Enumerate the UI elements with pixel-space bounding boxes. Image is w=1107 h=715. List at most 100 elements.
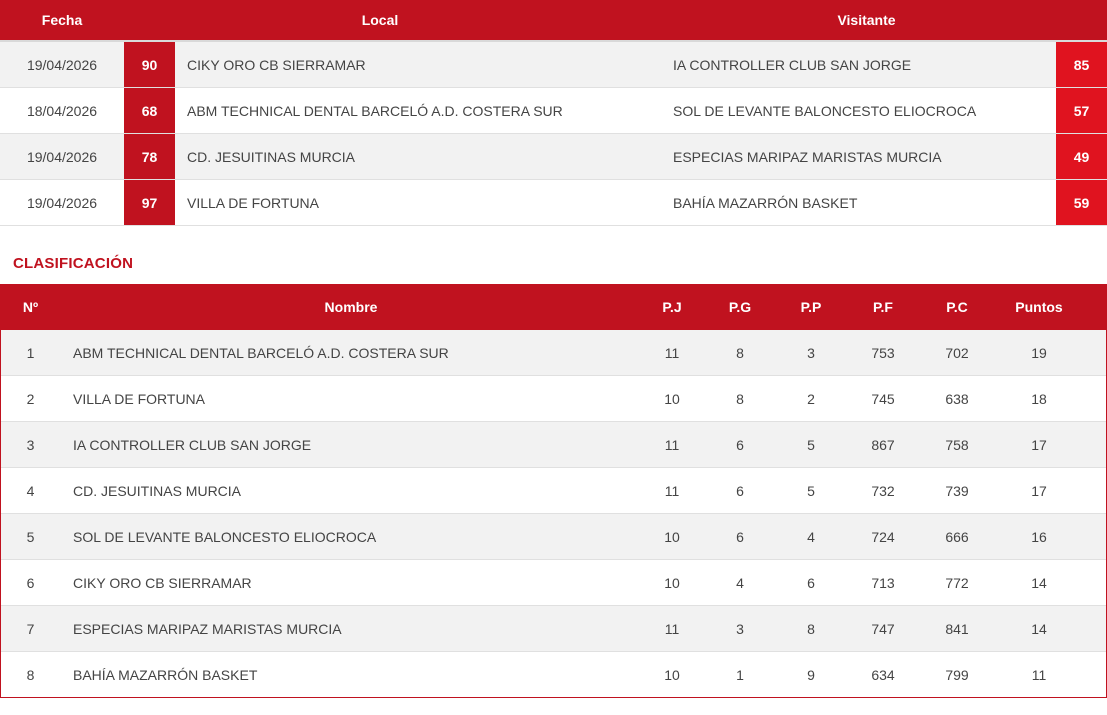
standings-body: 1 ABM TECHNICAL DENTAL BARCELÓ A.D. COST… xyxy=(1,330,1106,697)
header-pp: P.P xyxy=(800,299,822,315)
lost: 3 xyxy=(807,344,815,361)
results-body: 19/04/2026 90 CIKY ORO CB SIERRAMAR IA C… xyxy=(0,42,1107,226)
match-date: 19/04/2026 xyxy=(26,194,98,211)
visit-team[interactable]: BAHÍA MAZARRÓN BASKET xyxy=(673,194,858,211)
header-local: Local xyxy=(361,12,399,28)
position: 1 xyxy=(26,344,35,361)
lost: 9 xyxy=(807,666,815,683)
won: 3 xyxy=(736,620,744,637)
visit-score: 49 xyxy=(1056,134,1107,179)
team-name[interactable]: ESPECIAS MARIPAZ MARISTAS MURCIA xyxy=(73,620,342,637)
points: 17 xyxy=(1031,436,1047,453)
points: 16 xyxy=(1031,528,1047,545)
team-name[interactable]: BAHÍA MAZARRÓN BASKET xyxy=(73,666,258,683)
won: 6 xyxy=(736,482,744,499)
played: 10 xyxy=(664,528,680,545)
visit-team[interactable]: ESPECIAS MARIPAZ MARISTAS MURCIA xyxy=(673,148,942,165)
points-against: 702 xyxy=(945,344,969,361)
played: 10 xyxy=(664,390,680,407)
team-name[interactable]: VILLA DE FORTUNA xyxy=(73,390,206,407)
team-name[interactable]: CD. JESUITINAS MURCIA xyxy=(73,482,242,499)
standings-table: Nº Nombre P.J P.G P.P P.F P.C Puntos 1 A… xyxy=(0,284,1107,698)
played: 11 xyxy=(664,482,680,499)
points-for: 745 xyxy=(871,390,895,407)
standings-row: 3 IA CONTROLLER CLUB SAN JORGE 11 6 5 86… xyxy=(1,422,1106,468)
local-team[interactable]: CD. JESUITINAS MURCIA xyxy=(187,148,356,165)
points-against: 739 xyxy=(945,482,969,499)
position: 3 xyxy=(26,436,35,453)
team-name[interactable]: CIKY ORO CB SIERRAMAR xyxy=(73,574,252,591)
won: 6 xyxy=(736,436,744,453)
standings-row: 4 CD. JESUITINAS MURCIA 11 6 5 732 739 1… xyxy=(1,468,1106,514)
header-nombre: Nombre xyxy=(324,299,378,315)
points: 18 xyxy=(1031,390,1047,407)
points: 17 xyxy=(1031,482,1047,499)
standings-row: 2 VILLA DE FORTUNA 10 8 2 745 638 18 xyxy=(1,376,1106,422)
points-against: 772 xyxy=(945,574,969,591)
visit-team[interactable]: IA CONTROLLER CLUB SAN JORGE xyxy=(673,56,912,73)
played: 10 xyxy=(664,574,680,591)
points-for: 867 xyxy=(871,436,895,453)
result-row: 19/04/2026 90 CIKY ORO CB SIERRAMAR IA C… xyxy=(0,42,1107,88)
result-row: 18/04/2026 68 ABM TECHNICAL DENTAL BARCE… xyxy=(0,88,1107,134)
local-team[interactable]: ABM TECHNICAL DENTAL BARCELÓ A.D. COSTER… xyxy=(187,102,563,119)
points-against: 638 xyxy=(945,390,969,407)
team-name[interactable]: IA CONTROLLER CLUB SAN JORGE xyxy=(73,436,312,453)
header-n: Nº xyxy=(22,299,39,315)
standings-header: Nº Nombre P.J P.G P.P P.F P.C Puntos xyxy=(1,284,1106,330)
standings-row: 8 BAHÍA MAZARRÓN BASKET 10 1 9 634 799 1… xyxy=(1,652,1106,697)
won: 6 xyxy=(736,528,744,545)
result-row: 19/04/2026 78 CD. JESUITINAS MURCIA ESPE… xyxy=(0,134,1107,180)
points: 14 xyxy=(1031,620,1047,637)
header-pc: P.C xyxy=(946,299,968,315)
local-team[interactable]: VILLA DE FORTUNA xyxy=(187,194,320,211)
local-score: 97 xyxy=(124,180,175,225)
result-row: 19/04/2026 97 VILLA DE FORTUNA BAHÍA MAZ… xyxy=(0,180,1107,226)
results-table: Fecha Local Visitante 19/04/2026 90 CIKY… xyxy=(0,0,1107,226)
local-score: 68 xyxy=(124,88,175,133)
lost: 8 xyxy=(807,620,815,637)
local-team[interactable]: CIKY ORO CB SIERRAMAR xyxy=(187,56,366,73)
points-against: 799 xyxy=(945,666,969,683)
points-for: 634 xyxy=(871,666,895,683)
local-score: 78 xyxy=(124,134,175,179)
points-against: 758 xyxy=(945,436,969,453)
header-pf: P.F xyxy=(873,299,893,315)
position: 2 xyxy=(26,390,35,407)
points-for: 732 xyxy=(871,482,895,499)
points: 11 xyxy=(1031,666,1047,683)
team-name[interactable]: SOL DE LEVANTE BALONCESTO ELIOCROCA xyxy=(73,528,377,545)
won: 8 xyxy=(736,390,744,407)
standings-title: CLASIFICACIÓN xyxy=(13,255,134,272)
team-name[interactable]: ABM TECHNICAL DENTAL BARCELÓ A.D. COSTER… xyxy=(73,344,449,361)
played: 11 xyxy=(664,436,680,453)
header-visitante: Visitante xyxy=(837,12,896,28)
visit-score: 57 xyxy=(1056,88,1107,133)
points: 19 xyxy=(1031,344,1047,361)
header-fecha: Fecha xyxy=(41,12,83,28)
points-for: 747 xyxy=(871,620,895,637)
header-pg: P.G xyxy=(728,299,752,315)
match-date: 18/04/2026 xyxy=(26,102,98,119)
won: 4 xyxy=(736,574,744,591)
match-date: 19/04/2026 xyxy=(26,56,98,73)
header-pj: P.J xyxy=(662,299,682,315)
local-score: 90 xyxy=(124,42,175,87)
points-against: 666 xyxy=(945,528,969,545)
won: 1 xyxy=(736,666,744,683)
position: 7 xyxy=(26,620,35,637)
position: 8 xyxy=(26,666,35,683)
header-puntos: Puntos xyxy=(1015,299,1063,315)
points: 14 xyxy=(1031,574,1047,591)
position: 5 xyxy=(26,528,35,545)
lost: 4 xyxy=(807,528,815,545)
standings-row: 5 SOL DE LEVANTE BALONCESTO ELIOCROCA 10… xyxy=(1,514,1106,560)
played: 11 xyxy=(664,620,680,637)
match-date: 19/04/2026 xyxy=(26,148,98,165)
lost: 5 xyxy=(807,436,815,453)
visit-team[interactable]: SOL DE LEVANTE BALONCESTO ELIOCROCA xyxy=(673,102,977,119)
lost: 6 xyxy=(807,574,815,591)
played: 10 xyxy=(664,666,680,683)
points-for: 724 xyxy=(871,528,895,545)
position: 4 xyxy=(26,482,35,499)
